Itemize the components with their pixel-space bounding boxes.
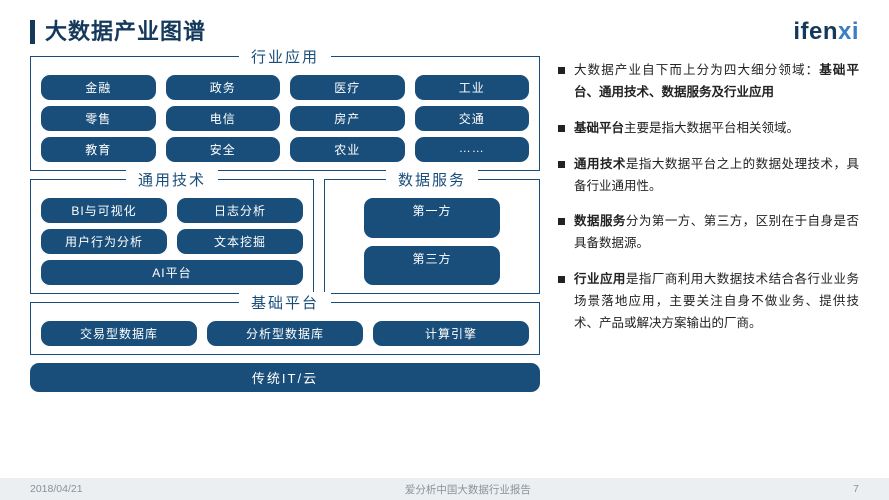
pill-transport: 交通 [415,106,530,131]
bullet-3a: 通用技术 [574,157,626,171]
layer-apps: 行业应用 金融 政务 医疗 工业 零售 电信 房产 交通 教育 安全 农业 [30,56,540,171]
layer-infra: 基础平台 交易型数据库 分析型数据库 计算引擎 [30,302,540,355]
pill-textmining: 文本挖掘 [177,229,303,254]
apps-row-2: 零售 电信 房产 交通 [41,106,529,131]
apps-row-3: 教育 安全 农业 …… [41,137,529,162]
content-row: 行业应用 金融 政务 医疗 工业 零售 电信 房产 交通 教育 安全 农业 [30,56,859,392]
pill-ai: AI平台 [41,260,303,285]
footer-page: 7 [853,483,859,495]
bullet-2: 基础平台主要是指大数据平台相关领域。 [558,118,859,140]
pill-retail: 零售 [41,106,156,131]
tech-row-1: BI与可视化 日志分析 [41,198,303,223]
footer-bar: 2018/04/21 爱分析中国大数据行业报告 7 [0,478,889,500]
pill-telecom: 电信 [166,106,281,131]
bullet-1a: 大数据产业自下而上分为四大细分领域： [574,63,819,77]
pill-medical: 医疗 [290,75,405,100]
bullet-5: 行业应用是指厂商利用大数据技术结合各行业业务场景落地应用，主要关注自身不做业务、… [558,269,859,335]
layer-service-title: 数据服务 [386,169,478,190]
pill-log: 日志分析 [177,198,303,223]
pill-finance: 金融 [41,75,156,100]
pill-compute: 计算引擎 [373,321,529,346]
bullet-2b: 主要是指大数据平台相关领域。 [624,121,799,135]
bullet-5a: 行业应用 [574,272,626,286]
bullet-list: 大数据产业自下而上分为四大细分领域：基础平台、通用技术、数据服务及行业应用 基础… [558,60,859,335]
layer-infra-title: 基础平台 [239,292,331,313]
footer-center: 爱分析中国大数据行业报告 [83,482,854,497]
tech-row-3: AI平台 [41,260,303,285]
pill-more: …… [415,137,530,162]
pill-agri: 农业 [290,137,405,162]
bullet-3: 通用技术是指大数据平台之上的数据处理技术，具备行业通用性。 [558,154,859,198]
pill-firstparty: 第一方 [364,198,500,238]
slide: 大数据产业图谱 ifenxi 行业应用 金融 政务 医疗 工业 零售 电信 房产 [0,0,889,500]
pill-oltp: 交易型数据库 [41,321,197,346]
bullet-4a: 数据服务 [574,214,626,228]
layer-service: 数据服务 第一方 第三方 [324,179,540,294]
logo-text-blue: xi [838,18,859,45]
layer-tech-title: 通用技术 [126,169,218,190]
tech-row-2: 用户行为分析 文本挖掘 [41,229,303,254]
pill-userbehavior: 用户行为分析 [41,229,167,254]
pill-realestate: 房产 [290,106,405,131]
pill-olap: 分析型数据库 [207,321,363,346]
pill-education: 教育 [41,137,156,162]
apps-row-1: 金融 政务 医疗 工业 [41,75,529,100]
pill-traditional-it: 传统IT/云 [30,363,540,392]
pill-industry: 工业 [415,75,530,100]
infra-row: 交易型数据库 分析型数据库 计算引擎 [41,321,529,346]
pill-security: 安全 [166,137,281,162]
pill-thirdparty: 第三方 [364,246,500,286]
layer-apps-title: 行业应用 [239,46,331,67]
pill-gov: 政务 [166,75,281,100]
footer-date: 2018/04/21 [30,483,83,495]
text-column: 大数据产业自下而上分为四大细分领域：基础平台、通用技术、数据服务及行业应用 基础… [558,56,859,392]
logo-text-dark: ifen [793,18,838,45]
bullet-2a: 基础平台 [574,121,624,135]
page-title: 大数据产业图谱 [30,20,206,44]
logo: ifenxi [793,18,859,46]
row-tech-service: 通用技术 BI与可视化 日志分析 用户行为分析 文本挖掘 AI平台 数据服务 [30,179,540,294]
bullet-4: 数据服务分为第一方、第三方，区别在于自身是否具备数据源。 [558,211,859,255]
diagram-column: 行业应用 金融 政务 医疗 工业 零售 电信 房产 交通 教育 安全 农业 [30,56,540,392]
pill-bi: BI与可视化 [41,198,167,223]
bullet-1: 大数据产业自下而上分为四大细分领域：基础平台、通用技术、数据服务及行业应用 [558,60,859,104]
title-row: 大数据产业图谱 ifenxi [30,18,859,46]
layer-tech: 通用技术 BI与可视化 日志分析 用户行为分析 文本挖掘 AI平台 [30,179,314,294]
